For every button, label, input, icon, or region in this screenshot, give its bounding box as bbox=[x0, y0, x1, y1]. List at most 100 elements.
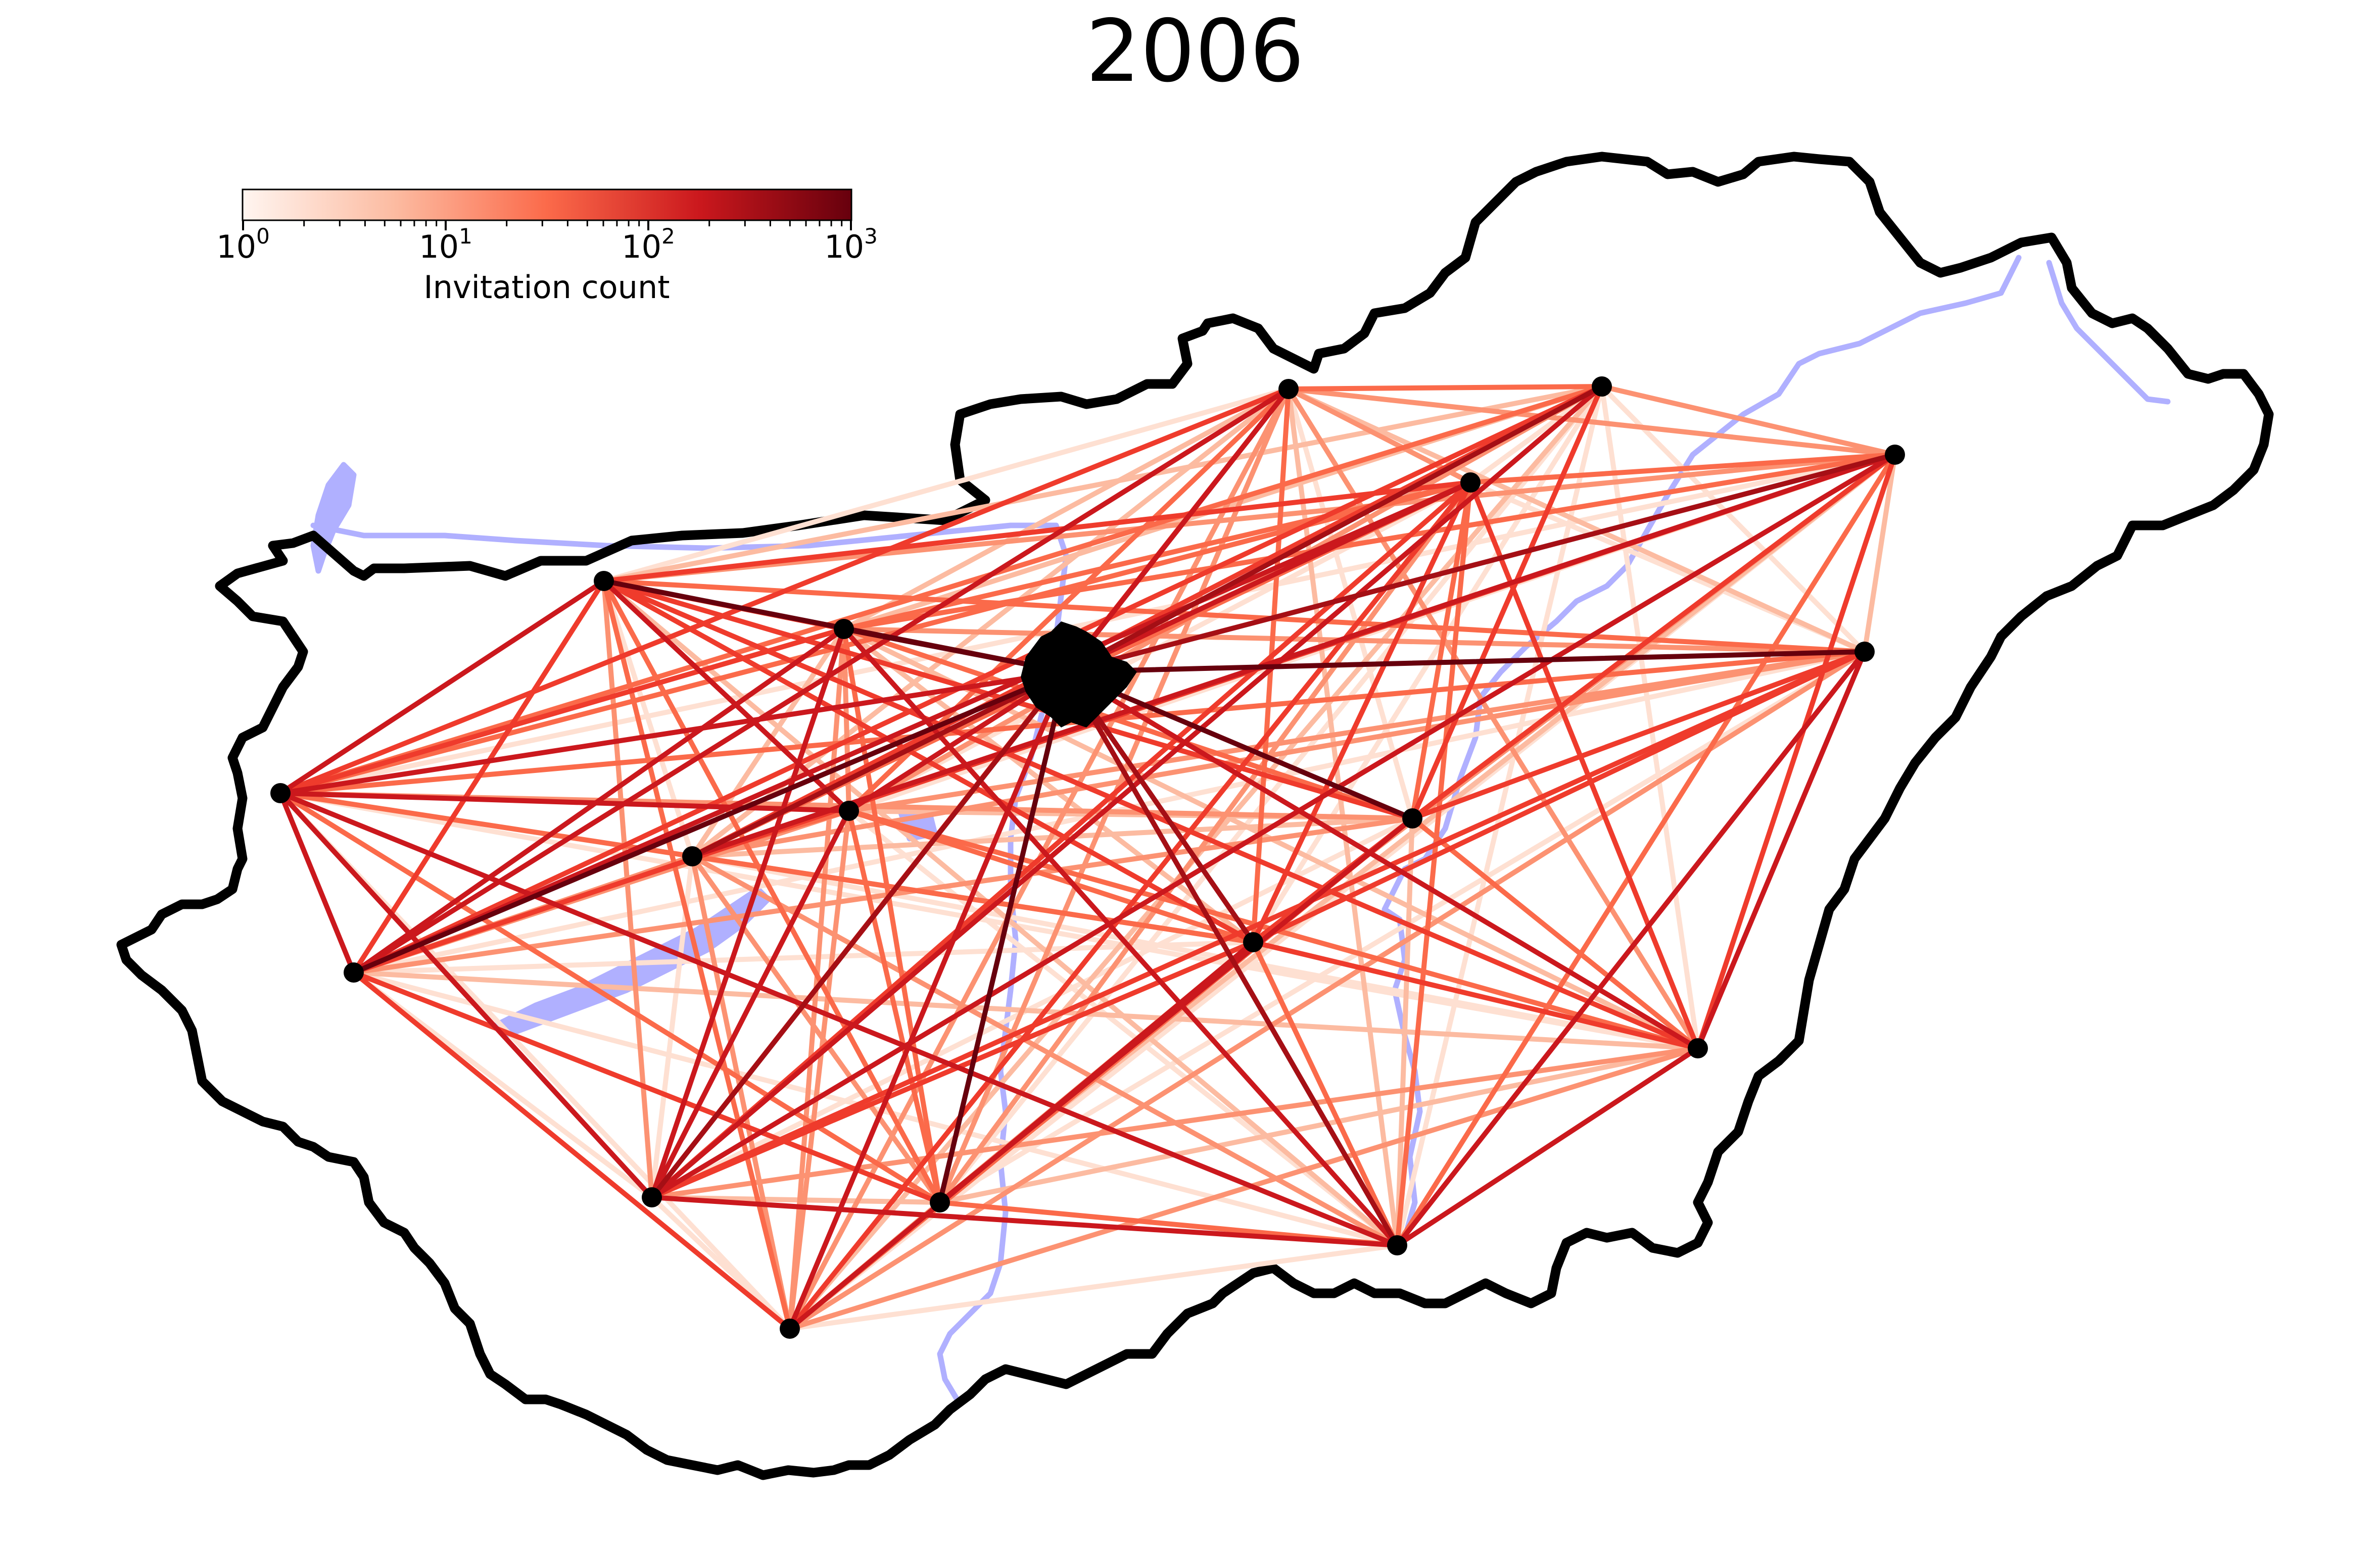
colorbar-major-ticks bbox=[242, 220, 852, 230]
edge-n07-n14 bbox=[1695, 649, 1867, 1051]
edge-n03-n11 bbox=[1410, 452, 1897, 821]
edge-n12-n18 bbox=[787, 940, 1256, 1331]
edge-n09-n12 bbox=[846, 808, 1256, 945]
edge-budapest-n18 bbox=[787, 669, 1069, 1331]
edge-n06-n07 bbox=[841, 626, 1867, 654]
edge-n03-n14 bbox=[1695, 452, 1897, 1051]
edge-n13-n16 bbox=[351, 970, 942, 1205]
edge-n09-n15 bbox=[649, 808, 851, 1200]
edge-n03-n04 bbox=[1468, 452, 1897, 485]
edge-n07-n17 bbox=[1395, 649, 1867, 1248]
edge-n09-n18 bbox=[787, 808, 851, 1331]
edge-n12-n13 bbox=[351, 940, 1256, 975]
edge-n08-n16 bbox=[278, 791, 942, 1205]
node-n11 bbox=[1402, 808, 1422, 829]
edge-n11-n14 bbox=[1410, 816, 1700, 1051]
node-n02 bbox=[1592, 376, 1612, 397]
edge-n07-n15 bbox=[649, 649, 1867, 1200]
edge-n14-n17 bbox=[1395, 1046, 1700, 1248]
edge-n13-n18 bbox=[351, 970, 792, 1331]
node-n17 bbox=[1387, 1235, 1407, 1255]
map-title: 2006 bbox=[1086, 2, 1305, 102]
edge-n05-n10 bbox=[601, 578, 695, 859]
edge-n05-n15 bbox=[601, 578, 654, 1200]
edge-n01-n05 bbox=[601, 386, 1291, 584]
edge-n03-n08 bbox=[278, 452, 1897, 796]
edge-n12-n15 bbox=[649, 940, 1256, 1200]
edge-n09-n16 bbox=[846, 808, 942, 1205]
edge-n01-n06 bbox=[841, 386, 1291, 631]
edge-n05-n13 bbox=[351, 578, 606, 975]
node-n07 bbox=[1854, 642, 1875, 662]
edge-n07-n11 bbox=[1410, 649, 1867, 821]
edge-n01-n07 bbox=[1286, 386, 1867, 654]
edge-n02-n14 bbox=[1599, 384, 1700, 1051]
edge-n02-n13 bbox=[351, 384, 1604, 975]
node-layer bbox=[270, 376, 1905, 1339]
edge-n05-n07 bbox=[601, 578, 1867, 654]
edge-n01-n04 bbox=[1286, 386, 1473, 485]
node-n13 bbox=[344, 962, 364, 983]
edge-n03-n07 bbox=[1862, 452, 1897, 654]
node-n01 bbox=[1278, 379, 1299, 399]
edge-n01-n08 bbox=[278, 386, 1291, 796]
edge-budapest-n13 bbox=[351, 669, 1069, 975]
node-n12 bbox=[1243, 932, 1263, 952]
edge-n03-n15 bbox=[649, 452, 1897, 1200]
colorbar-label: Invitation count bbox=[423, 269, 670, 306]
edge-n02-n15 bbox=[649, 384, 1604, 1200]
edge-n05-n08 bbox=[278, 578, 606, 796]
edge-n04-n12 bbox=[1251, 480, 1473, 945]
edge-n08-n15 bbox=[278, 791, 654, 1200]
edge-n10-n17 bbox=[690, 854, 1400, 1248]
edge-n05-n09 bbox=[601, 578, 851, 813]
colorbar-tick-label-10: 101 bbox=[419, 224, 472, 265]
node-n04 bbox=[1460, 472, 1481, 493]
node-n18 bbox=[780, 1319, 800, 1339]
edge-n02-n03 bbox=[1599, 384, 1897, 457]
edge-n06-n17 bbox=[841, 626, 1400, 1248]
edge-n04-n14 bbox=[1468, 480, 1700, 1051]
edge-n14-n16 bbox=[937, 1046, 1700, 1205]
node-n05 bbox=[594, 571, 614, 591]
edge-budapest-n08 bbox=[278, 669, 1069, 796]
edge-n11-n15 bbox=[649, 816, 1415, 1200]
edge-n04-n13 bbox=[351, 480, 1473, 975]
edge-n04-n05 bbox=[601, 480, 1473, 584]
edge-n02-n05 bbox=[601, 384, 1604, 584]
edge-layer bbox=[278, 384, 1897, 1331]
edge-n15-n17 bbox=[649, 1195, 1400, 1248]
edge-n03-n05 bbox=[601, 452, 1897, 584]
edge-n10-n16 bbox=[690, 854, 942, 1205]
edge-n10-n18 bbox=[690, 854, 792, 1331]
edge-n08-n13 bbox=[278, 791, 356, 975]
edge-budapest-n03 bbox=[1064, 452, 1897, 674]
colorbar-gradient bbox=[242, 188, 852, 221]
colorbar-tick-label-100: 102 bbox=[622, 224, 675, 265]
colorbar-tick-label-1: 100 bbox=[216, 224, 270, 265]
edge-n06-n12 bbox=[841, 626, 1256, 945]
budapest-cluster bbox=[1021, 621, 1137, 727]
edge-budapest-n01 bbox=[1064, 386, 1291, 674]
edge-n06-n15 bbox=[649, 626, 846, 1200]
edge-budapest-n10 bbox=[690, 669, 1069, 859]
country-border bbox=[116, 152, 2274, 1480]
node-n08 bbox=[270, 783, 291, 803]
edge-n06-n08 bbox=[278, 626, 846, 796]
edge-n12-n14 bbox=[1251, 940, 1700, 1051]
edge-n14-n18 bbox=[787, 1046, 1700, 1331]
edge-n04-n16 bbox=[937, 480, 1473, 1205]
edge-n04-n17 bbox=[1395, 480, 1473, 1248]
edge-n02-n11 bbox=[1410, 384, 1604, 821]
edge-n14-n15 bbox=[649, 1046, 1700, 1200]
edge-n12-n17 bbox=[1251, 940, 1400, 1248]
edge-n04-n11 bbox=[1410, 480, 1473, 821]
edge-budapest-n14 bbox=[1064, 669, 1700, 1051]
edge-n02-n08 bbox=[278, 384, 1604, 796]
budapest-shape bbox=[1021, 621, 1137, 727]
edge-n08-n17 bbox=[278, 791, 1400, 1248]
node-n09 bbox=[839, 801, 859, 821]
edge-budapest-n07 bbox=[1064, 649, 1867, 674]
edge-n08-n09 bbox=[278, 791, 851, 813]
node-n14 bbox=[1688, 1038, 1708, 1058]
